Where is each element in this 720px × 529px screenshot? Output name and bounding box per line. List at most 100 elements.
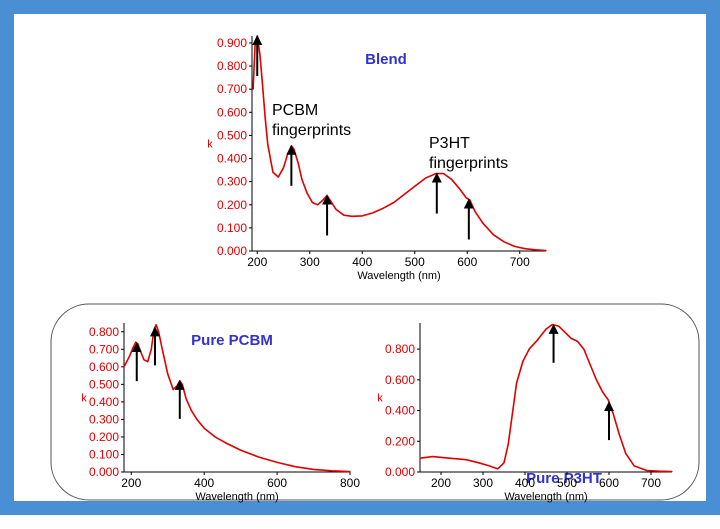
data-point — [185, 397, 187, 399]
data-point — [293, 148, 295, 150]
data-point — [537, 339, 539, 341]
x-tick-label: 200 — [431, 476, 451, 490]
y-tick-label: 0.000 — [217, 244, 247, 258]
y-tick-label: 0.100 — [217, 221, 247, 235]
data-point — [203, 427, 205, 429]
x-tick-label: 600 — [267, 476, 287, 490]
data-point — [214, 436, 216, 438]
y-tick-label: 0.500 — [217, 128, 247, 142]
y-tick-label: 0.800 — [385, 342, 415, 356]
data-point — [534, 249, 537, 251]
x-tick-label: 300 — [300, 255, 320, 269]
x-tick-label: 500 — [557, 476, 577, 490]
data-point — [143, 359, 145, 361]
data-point — [658, 470, 661, 472]
y-tick-label: 0.100 — [89, 447, 119, 461]
y-tick-label: 0.800 — [217, 59, 247, 73]
chart-2: 0.000 0.200 0.400 0.600 0.800 200 300 400 500 600… — [377, 323, 673, 503]
data-point — [290, 145, 292, 147]
data-point — [414, 185, 416, 187]
data-point — [443, 173, 445, 175]
chart-title: Blend — [365, 51, 407, 68]
data-point — [474, 211, 476, 213]
y-axis-label: k — [377, 393, 383, 405]
y-tick-label: 0.900 — [217, 36, 247, 50]
data-point — [240, 449, 242, 451]
x-tick-label: 300 — [473, 476, 493, 490]
data-point — [564, 331, 566, 333]
data-point — [181, 383, 183, 385]
data-point — [625, 453, 627, 455]
data-point — [511, 413, 513, 415]
y-tick-label: 0.000 — [89, 465, 119, 479]
data-point — [282, 167, 285, 169]
data-point — [252, 88, 254, 90]
x-tick-label: 400 — [515, 476, 535, 490]
data-point — [137, 343, 139, 345]
data-point — [256, 35, 258, 37]
y-tick-label: 0.400 — [89, 395, 119, 409]
data-point — [301, 178, 303, 180]
y-tick-label: 0.600 — [385, 373, 415, 387]
data-point — [167, 373, 169, 375]
x-tick-label: 500 — [405, 255, 425, 269]
x-tick-label: 400 — [352, 255, 372, 269]
data-point — [503, 241, 505, 243]
data-point — [522, 360, 524, 362]
chart-1: 0.000 0.100 0.200 0.300 0.400 0.500 0.600 0.700… — [81, 323, 360, 503]
data-point — [497, 468, 499, 470]
x-tick-label: 400 — [194, 476, 214, 490]
data-point — [612, 413, 614, 415]
data-point — [277, 176, 279, 178]
data-point — [458, 188, 460, 190]
data-point — [545, 328, 547, 330]
chart-0: 0.000 0.100 0.200 0.300 0.400 0.500 0.600 0.700… — [207, 35, 547, 282]
y-axis-label: k — [207, 139, 213, 151]
data-point — [583, 348, 585, 350]
data-point — [595, 379, 598, 381]
data-point — [478, 462, 480, 464]
x-axis-label: Wavelength (nm) — [195, 491, 278, 503]
data-point — [372, 212, 374, 214]
y-tick-label: 0.700 — [89, 342, 119, 356]
slide-frame: Blend PCBM fingerprints P3HT fingerprint… — [0, 0, 720, 515]
data-point — [469, 199, 471, 201]
data-point — [317, 204, 319, 206]
data-point — [259, 53, 261, 56]
data-point — [393, 201, 395, 204]
data-point — [135, 341, 137, 343]
annotation-pcbm-line1: PCBM — [272, 102, 318, 119]
data-point — [306, 192, 308, 194]
chart-title: Pure PCBM — [191, 332, 273, 349]
data-point — [646, 469, 648, 472]
data-point — [297, 162, 299, 164]
data-point — [179, 380, 181, 382]
data-point — [607, 399, 609, 401]
data-point — [153, 329, 155, 331]
data-point — [516, 382, 518, 384]
data-point — [424, 177, 426, 179]
data-point — [287, 153, 289, 155]
series-line — [419, 323, 673, 473]
data-point — [132, 346, 134, 349]
data-point — [158, 331, 160, 333]
x-tick-label: 700 — [510, 255, 530, 269]
data-point — [361, 215, 363, 217]
data-point — [382, 207, 384, 209]
y-tick-label: 0.800 — [89, 325, 119, 339]
x-tick-label: 200 — [121, 476, 141, 490]
data-point — [558, 325, 560, 327]
data-point — [513, 245, 516, 247]
y-tick-label: 0.200 — [217, 198, 247, 212]
data-point — [432, 456, 434, 458]
data-point — [403, 193, 405, 195]
data-point — [343, 214, 345, 216]
data-point — [128, 355, 131, 357]
data-point — [589, 363, 591, 366]
x-axis-label: Wavelength (nm) — [504, 491, 587, 503]
y-tick-label: 0.600 — [217, 105, 247, 119]
data-point — [312, 468, 315, 470]
annotation-p3ht-line1: P3HT — [429, 135, 470, 152]
data-point — [155, 324, 157, 326]
data-point — [139, 350, 141, 352]
